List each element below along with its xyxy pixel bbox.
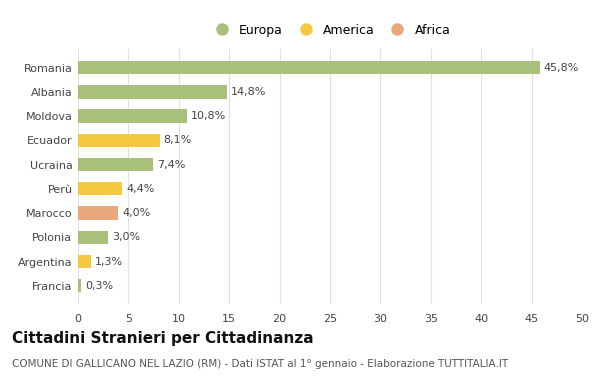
- Bar: [78, 255, 91, 268]
- Bar: [78, 182, 122, 195]
- Bar: [78, 158, 152, 171]
- Text: 45,8%: 45,8%: [544, 63, 579, 73]
- Text: 10,8%: 10,8%: [191, 111, 226, 121]
- Text: 8,1%: 8,1%: [164, 135, 192, 145]
- Bar: [78, 206, 118, 220]
- Bar: [78, 134, 160, 147]
- Text: 0,3%: 0,3%: [85, 281, 113, 291]
- Bar: [78, 61, 539, 74]
- Bar: [78, 85, 227, 98]
- Text: 1,3%: 1,3%: [95, 256, 123, 266]
- Text: 4,4%: 4,4%: [127, 184, 155, 194]
- Text: Cittadini Stranieri per Cittadinanza: Cittadini Stranieri per Cittadinanza: [12, 331, 314, 345]
- Text: 7,4%: 7,4%: [157, 160, 185, 169]
- Bar: [78, 279, 81, 293]
- Bar: [78, 231, 108, 244]
- Bar: [78, 109, 187, 123]
- Legend: Europa, America, Africa: Europa, America, Africa: [205, 20, 455, 41]
- Text: 14,8%: 14,8%: [231, 87, 266, 97]
- Text: 3,0%: 3,0%: [112, 232, 140, 242]
- Text: COMUNE DI GALLICANO NEL LAZIO (RM) - Dati ISTAT al 1° gennaio - Elaborazione TUT: COMUNE DI GALLICANO NEL LAZIO (RM) - Dat…: [12, 359, 508, 369]
- Text: 4,0%: 4,0%: [122, 208, 151, 218]
